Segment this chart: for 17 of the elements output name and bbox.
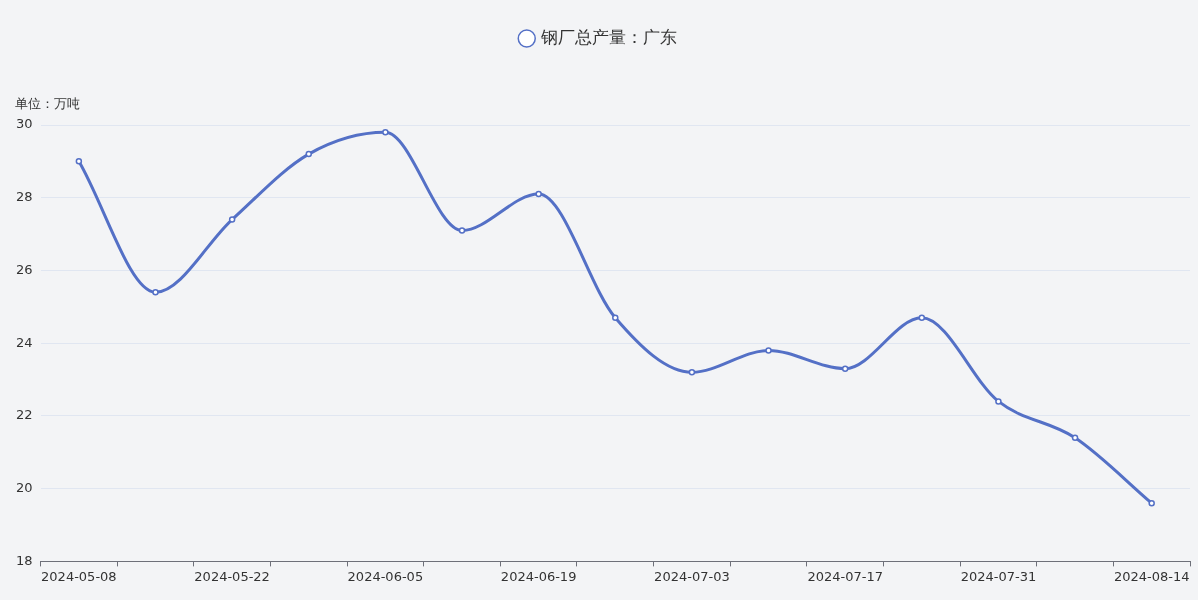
- y-axis-title: 单位：万吨: [15, 95, 80, 111]
- y-tick-label: 28: [16, 189, 33, 205]
- y-tick-label: 26: [16, 261, 33, 277]
- x-tick-label: 2024-07-31: [960, 568, 1037, 584]
- y-tick-label: 20: [16, 480, 33, 496]
- y-tick-label: 18: [16, 552, 33, 568]
- x-tick-label: 2024-05-22: [194, 568, 270, 584]
- legend-label: 钢厂总产量：广东: [540, 26, 678, 47]
- x-tick-label: 2024-06-19: [500, 568, 577, 584]
- x-tick-label: 2024-07-17: [807, 568, 883, 584]
- y-tick-label: 22: [16, 407, 33, 423]
- x-tick-label: 2024-07-03: [654, 568, 730, 584]
- y-tick-label: 24: [16, 334, 33, 350]
- x-tick-label: 2024-08-14: [1113, 568, 1190, 584]
- x-tick-label: 2024-06-05: [347, 568, 424, 584]
- x-tick-label: 2024-05-08: [41, 568, 117, 584]
- y-tick-label: 30: [16, 116, 33, 132]
